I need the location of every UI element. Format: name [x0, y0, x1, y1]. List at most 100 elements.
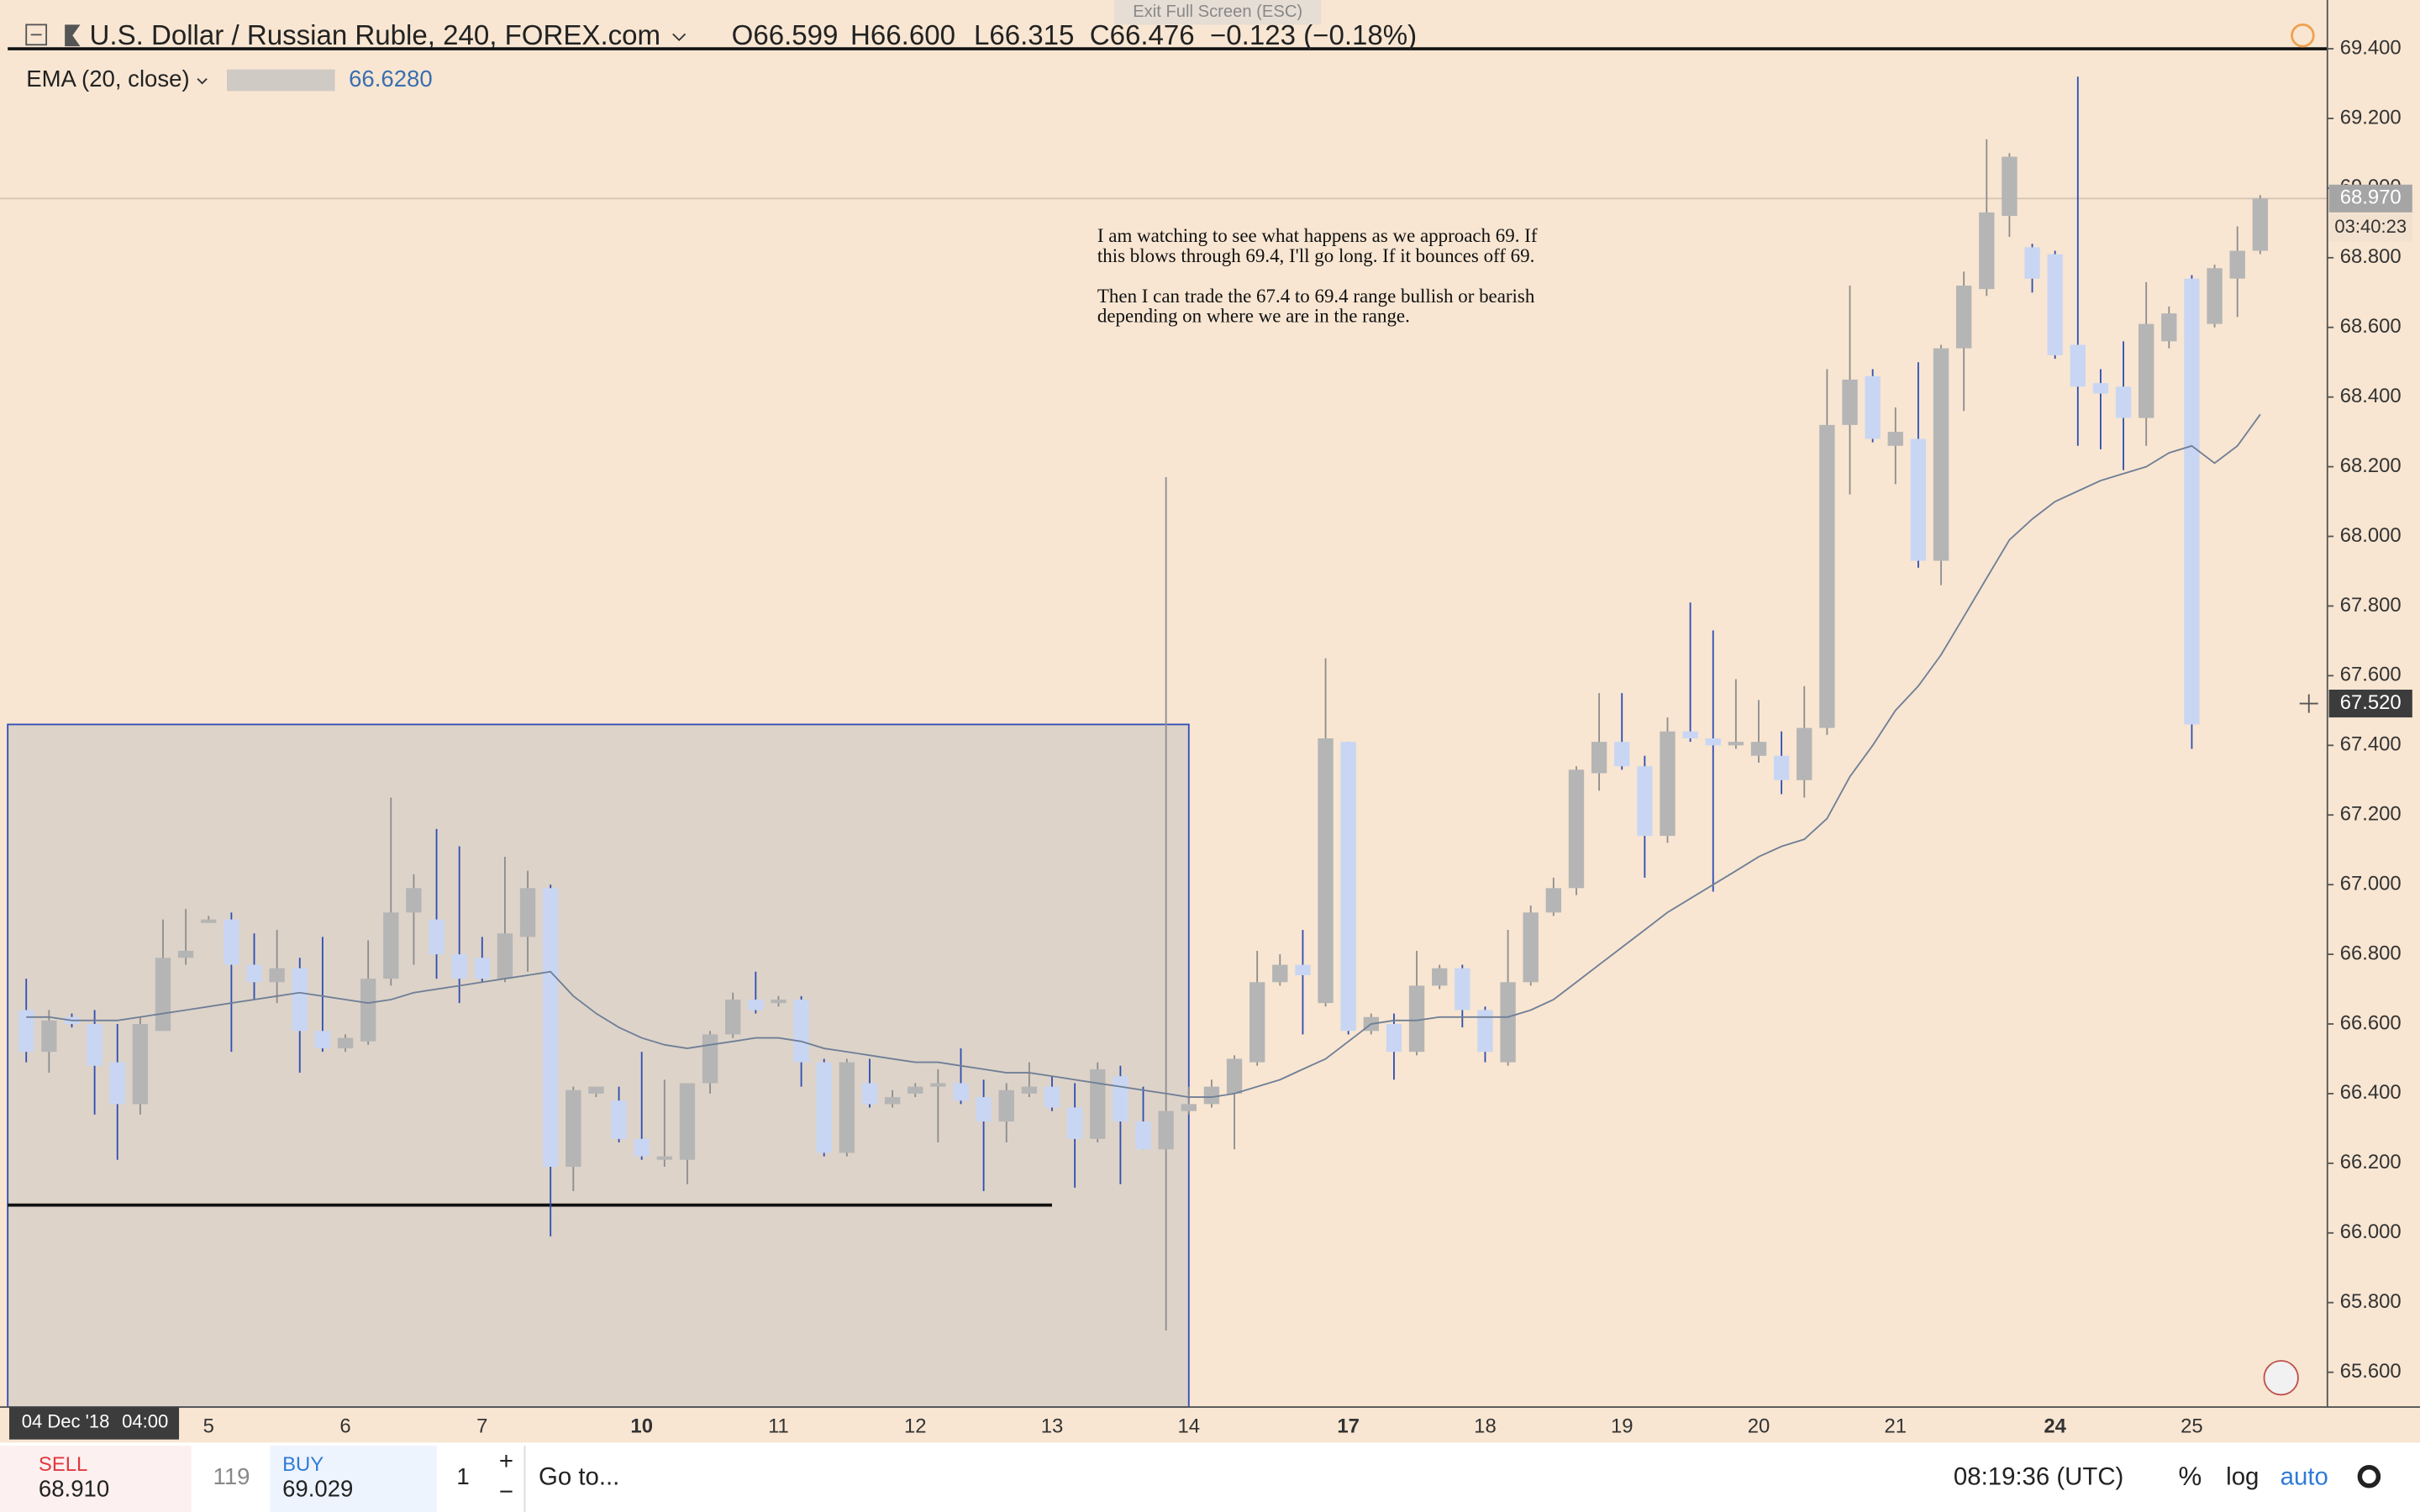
candle-body — [1523, 912, 1539, 983]
candle-body — [1066, 1107, 1083, 1139]
candle-body — [611, 1100, 627, 1139]
fullscreen-hint[interactable]: Exit Full Screen (ESC) — [1133, 3, 1302, 21]
candle-body — [542, 888, 559, 1168]
candle-body — [588, 1086, 604, 1094]
candle-body — [41, 1020, 57, 1053]
candle-body — [1181, 1104, 1197, 1111]
annotation-line: this blows through 69.4, I'll go long. I… — [1097, 245, 1534, 266]
countdown-tag — [2328, 213, 2412, 242]
candle-body — [1637, 766, 1653, 837]
y-tick-label: 65.600 — [2340, 1360, 2402, 1383]
candle-body — [702, 1034, 718, 1084]
sell-label[interactable]: SELL — [39, 1453, 87, 1476]
candle-body — [793, 999, 809, 1063]
candle-body — [360, 979, 376, 1042]
buy-label[interactable]: BUY — [282, 1453, 324, 1476]
high-value: H66.600 — [850, 20, 955, 51]
candle-body — [1318, 738, 1334, 1004]
candle-body — [2047, 254, 2063, 355]
candle-body — [1568, 769, 1585, 889]
candle-body — [2207, 268, 2223, 324]
candle-body — [1226, 1058, 1243, 1094]
y-tick-label: 67.200 — [2340, 803, 2402, 826]
goto-button[interactable]: Go to... — [539, 1462, 619, 1490]
title-dropdown[interactable] — [672, 33, 687, 42]
y-tick-label: 69.200 — [2340, 106, 2402, 129]
close-value: C66.476 — [1090, 20, 1195, 51]
candle-body — [1591, 742, 1607, 774]
buy-button[interactable] — [270, 1446, 437, 1512]
candle-body — [1842, 379, 1858, 425]
candle-body — [1386, 1024, 1402, 1053]
candle-body — [1044, 1086, 1060, 1108]
y-tick-label: 68.800 — [2340, 245, 2402, 268]
candle-body — [748, 999, 764, 1011]
decrease-button[interactable]: − — [499, 1478, 513, 1506]
candle-body — [1614, 742, 1630, 767]
candle-body — [109, 1062, 125, 1105]
buy-price[interactable]: 69.029 — [282, 1476, 353, 1502]
range-box — [7, 723, 1190, 1409]
candle-body — [1295, 964, 1311, 975]
y-tick-label: 69.400 — [2340, 36, 2402, 59]
ema-dropdown[interactable] — [197, 78, 208, 85]
fullscreen-hint-box[interactable] — [1114, 0, 1322, 25]
candle-body — [1865, 375, 1881, 439]
annotation-line: depending on where we are in the range. — [1097, 306, 1410, 327]
candle-body — [292, 968, 308, 1032]
candle-body — [1135, 1121, 1151, 1150]
candle-body — [2229, 250, 2245, 279]
sell-price[interactable]: 68.910 — [39, 1476, 109, 1502]
last-price-label: 68.970 — [2340, 186, 2402, 209]
countdown: 03:40:23 — [2334, 216, 2407, 237]
collapse-button[interactable] — [25, 24, 48, 46]
y-tick-label: 66.200 — [2340, 1151, 2402, 1173]
candle-body — [1887, 432, 1903, 446]
flag-icon[interactable] — [2263, 1360, 2299, 1396]
log-toggle[interactable]: log — [2226, 1462, 2259, 1490]
candle-body — [1272, 964, 1288, 983]
candle-body — [2115, 386, 2132, 418]
percent-toggle[interactable]: % — [2178, 1462, 2202, 1491]
candle-body — [679, 1083, 696, 1160]
last-price-tag — [2328, 184, 2412, 213]
candle-body — [1797, 727, 1812, 780]
clock[interactable]: 08:19:36 (UTC) — [1954, 1462, 2123, 1490]
candle-body — [1819, 424, 1835, 728]
low-value: L66.315 — [974, 20, 1074, 51]
candle-body — [383, 912, 399, 979]
sell-button[interactable] — [0, 1446, 192, 1512]
x-tick-label: 6 — [339, 1415, 350, 1437]
candle-body — [839, 1062, 855, 1153]
x-tick-label: 19 — [1611, 1415, 1634, 1437]
y-tick-label: 68.600 — [2340, 315, 2402, 338]
quantity[interactable]: 1 — [456, 1463, 469, 1489]
candle-body — [953, 1083, 969, 1101]
candle-body — [725, 999, 741, 1035]
crosshair-time-box — [9, 1407, 180, 1440]
y-tick-label: 67.000 — [2340, 872, 2402, 895]
candle-body — [497, 933, 513, 979]
candle-body — [816, 1062, 832, 1153]
candle-body — [451, 954, 467, 979]
chart-title[interactable]: U.S. Dollar / Russian Ruble, 240, FOREX.… — [90, 20, 661, 51]
y-tick-label: 67.800 — [2340, 594, 2402, 617]
candle-body — [246, 964, 262, 983]
candle-body — [269, 968, 285, 983]
increase-button[interactable]: + — [499, 1447, 513, 1475]
candle-body — [406, 888, 422, 913]
candle-body — [884, 1097, 901, 1105]
candle-body — [1660, 731, 1676, 837]
alert-icon[interactable] — [2291, 24, 2315, 48]
candle-body — [1500, 982, 1516, 1063]
y-tick-label: 67.600 — [2340, 664, 2402, 686]
candle-body — [155, 958, 171, 1032]
change-value: −0.123 (−0.18%) — [1210, 20, 1417, 51]
ema-legend[interactable]: EMA (20, close) — [26, 66, 189, 92]
auto-toggle[interactable]: auto — [2281, 1462, 2328, 1490]
y-tick-label: 68.400 — [2340, 385, 2402, 407]
x-tick-label: 14 — [1178, 1415, 1201, 1437]
settings-button[interactable] — [2357, 1464, 2381, 1488]
ema-controls[interactable] — [227, 69, 335, 92]
candle-body — [1249, 982, 1265, 1063]
